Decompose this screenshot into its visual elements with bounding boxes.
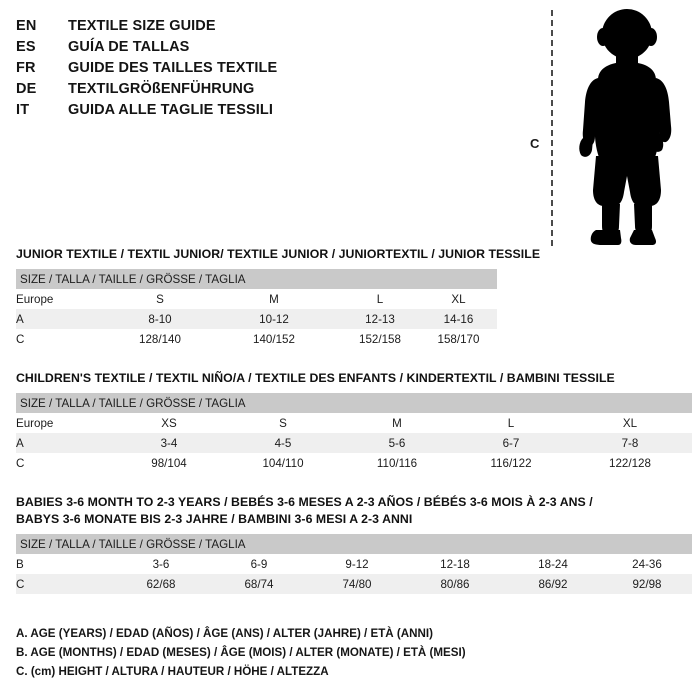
language-row: FR GUIDE DES TAILLES TEXTILE: [16, 60, 486, 81]
table-cell: S: [226, 413, 340, 433]
table-row: A 8-10 10-12 12-13 14-16: [16, 309, 497, 329]
section-children: CHILDREN'S TEXTILE / TEXTIL NIÑO/A / TEX…: [16, 370, 692, 473]
table-row: Europe XS S M L XL: [16, 413, 692, 433]
table-cell: 86/92: [504, 574, 602, 594]
row-label: A: [16, 309, 112, 329]
table-cell: 80/86: [406, 574, 504, 594]
table-cell: 6-9: [210, 554, 308, 574]
table-row: Europe S M L XL: [16, 289, 497, 309]
table-cell: 24-36: [602, 554, 692, 574]
language-code: DE: [16, 81, 37, 97]
table-cell: 152/158: [340, 329, 420, 349]
table-cell: M: [340, 413, 454, 433]
section-junior-title: JUNIOR TEXTILE / TEXTIL JUNIOR/ TEXTILE …: [16, 247, 541, 261]
legend-line-c: C. (cm) HEIGHT / ALTURA / HAUTEUR / HÖHE…: [16, 665, 329, 678]
language-title: TEXTILGRÖßENFÜHRUNG: [68, 81, 255, 97]
language-code: FR: [16, 60, 36, 76]
legend-line-b: B. AGE (MONTHS) / EDAD (MESES) / ÂGE (MO…: [16, 646, 466, 659]
table-cell: 104/110: [226, 453, 340, 473]
table-row: C 128/140 140/152 152/158 158/170: [16, 329, 497, 349]
row-label: C: [16, 329, 112, 349]
table-cell: L: [454, 413, 568, 433]
table-cell: 122/128: [568, 453, 692, 473]
table-cell: XL: [568, 413, 692, 433]
table-cell: 158/170: [420, 329, 497, 349]
table-cell: 110/116: [340, 453, 454, 473]
child-silhouette-icon: [579, 9, 672, 245]
table-cell: XS: [112, 413, 226, 433]
language-row: EN TEXTILE SIZE GUIDE: [16, 18, 486, 39]
language-row: DE TEXTILGRÖßENFÜHRUNG: [16, 81, 486, 102]
legend-block: A. AGE (YEARS) / EDAD (AÑOS) / ÂGE (ANS)…: [16, 624, 576, 681]
table-cell: XL: [420, 289, 497, 309]
language-title: GUIDE DES TAILLES TEXTILE: [68, 60, 278, 76]
babies-size-header-label: SIZE / TALLA / TAILLE / GRÖSSE / TAGLIA: [16, 534, 692, 554]
junior-size-header-label: SIZE / TALLA / TAILLE / GRÖSSE / TAGLIA: [16, 269, 497, 289]
section-babies-title-line2: BABYS 3-6 MONATE BIS 2-3 JAHRE / BAMBINI…: [16, 512, 413, 526]
legend-line-a: A. AGE (YEARS) / EDAD (AÑOS) / ÂGE (ANS)…: [16, 627, 433, 640]
table-cell: M: [208, 289, 340, 309]
table-header-bar: SIZE / TALLA / TAILLE / GRÖSSE / TAGLIA: [16, 269, 497, 289]
table-cell: 116/122: [454, 453, 568, 473]
section-junior: JUNIOR TEXTILE / TEXTIL JUNIOR/ TEXTILE …: [16, 246, 540, 349]
table-cell: 8-10: [112, 309, 208, 329]
language-title: GUIDA ALLE TAGLIE TESSILI: [68, 102, 273, 118]
table-row: C 98/104 104/110 110/116 116/122 122/128: [16, 453, 692, 473]
table-cell: 7-8: [568, 433, 692, 453]
table-cell: 9-12: [308, 554, 406, 574]
language-code: EN: [16, 18, 37, 34]
height-dashed-line: [551, 10, 553, 246]
table-cell: 3-4: [112, 433, 226, 453]
table-cell: 62/68: [112, 574, 210, 594]
table-cell: 4-5: [226, 433, 340, 453]
language-title: TEXTILE SIZE GUIDE: [68, 18, 216, 34]
table-cell: 128/140: [112, 329, 208, 349]
table-cell: 6-7: [454, 433, 568, 453]
table-cell: 92/98: [602, 574, 692, 594]
language-code: ES: [16, 39, 36, 55]
language-code: IT: [16, 102, 30, 118]
table-row: B 3-6 6-9 9-12 12-18 18-24 24-36: [16, 554, 692, 574]
table-cell: 68/74: [210, 574, 308, 594]
table-cell: 74/80: [308, 574, 406, 594]
babies-size-table: SIZE / TALLA / TAILLE / GRÖSSE / TAGLIA …: [16, 534, 692, 594]
table-header-bar: SIZE / TALLA / TAILLE / GRÖSSE / TAGLIA: [16, 393, 692, 413]
row-label: A: [16, 433, 112, 453]
row-label: Europe: [16, 413, 112, 433]
row-label: C: [16, 453, 112, 473]
row-label: C: [16, 574, 112, 594]
table-cell: 14-16: [420, 309, 497, 329]
table-cell: L: [340, 289, 420, 309]
table-cell: 12-13: [340, 309, 420, 329]
language-title: GUÍA DE TALLAS: [68, 39, 190, 55]
height-measure-label: C: [530, 136, 540, 151]
section-children-title: CHILDREN'S TEXTILE / TEXTIL NIÑO/A / TEX…: [16, 371, 615, 385]
table-cell: 3-6: [112, 554, 210, 574]
children-size-header-label: SIZE / TALLA / TAILLE / GRÖSSE / TAGLIA: [16, 393, 692, 413]
table-cell: 140/152: [208, 329, 340, 349]
table-cell: 98/104: [112, 453, 226, 473]
children-size-table: SIZE / TALLA / TAILLE / GRÖSSE / TAGLIA …: [16, 393, 692, 473]
table-row: C 62/68 68/74 74/80 80/86 86/92 92/98: [16, 574, 692, 594]
table-cell: 12-18: [406, 554, 504, 574]
table-row: A 3-4 4-5 5-6 6-7 7-8: [16, 433, 692, 453]
junior-size-table: SIZE / TALLA / TAILLE / GRÖSSE / TAGLIA …: [16, 269, 497, 349]
section-babies: BABIES 3-6 MONTH TO 2-3 YEARS / BEBÉS 3-…: [16, 494, 692, 594]
language-row: ES GUÍA DE TALLAS: [16, 39, 486, 60]
table-cell: S: [112, 289, 208, 309]
table-cell: 10-12: [208, 309, 340, 329]
row-label: Europe: [16, 289, 112, 309]
table-cell: 5-6: [340, 433, 454, 453]
height-measurement-figure: C: [510, 8, 700, 248]
table-cell: 18-24: [504, 554, 602, 574]
row-label: B: [16, 554, 112, 574]
language-header-block: EN TEXTILE SIZE GUIDE ES GUÍA DE TALLAS …: [16, 18, 486, 123]
section-babies-title-line1: BABIES 3-6 MONTH TO 2-3 YEARS / BEBÉS 3-…: [16, 495, 593, 509]
table-header-bar: SIZE / TALLA / TAILLE / GRÖSSE / TAGLIA: [16, 534, 692, 554]
language-row: IT GUIDA ALLE TAGLIE TESSILI: [16, 102, 486, 123]
